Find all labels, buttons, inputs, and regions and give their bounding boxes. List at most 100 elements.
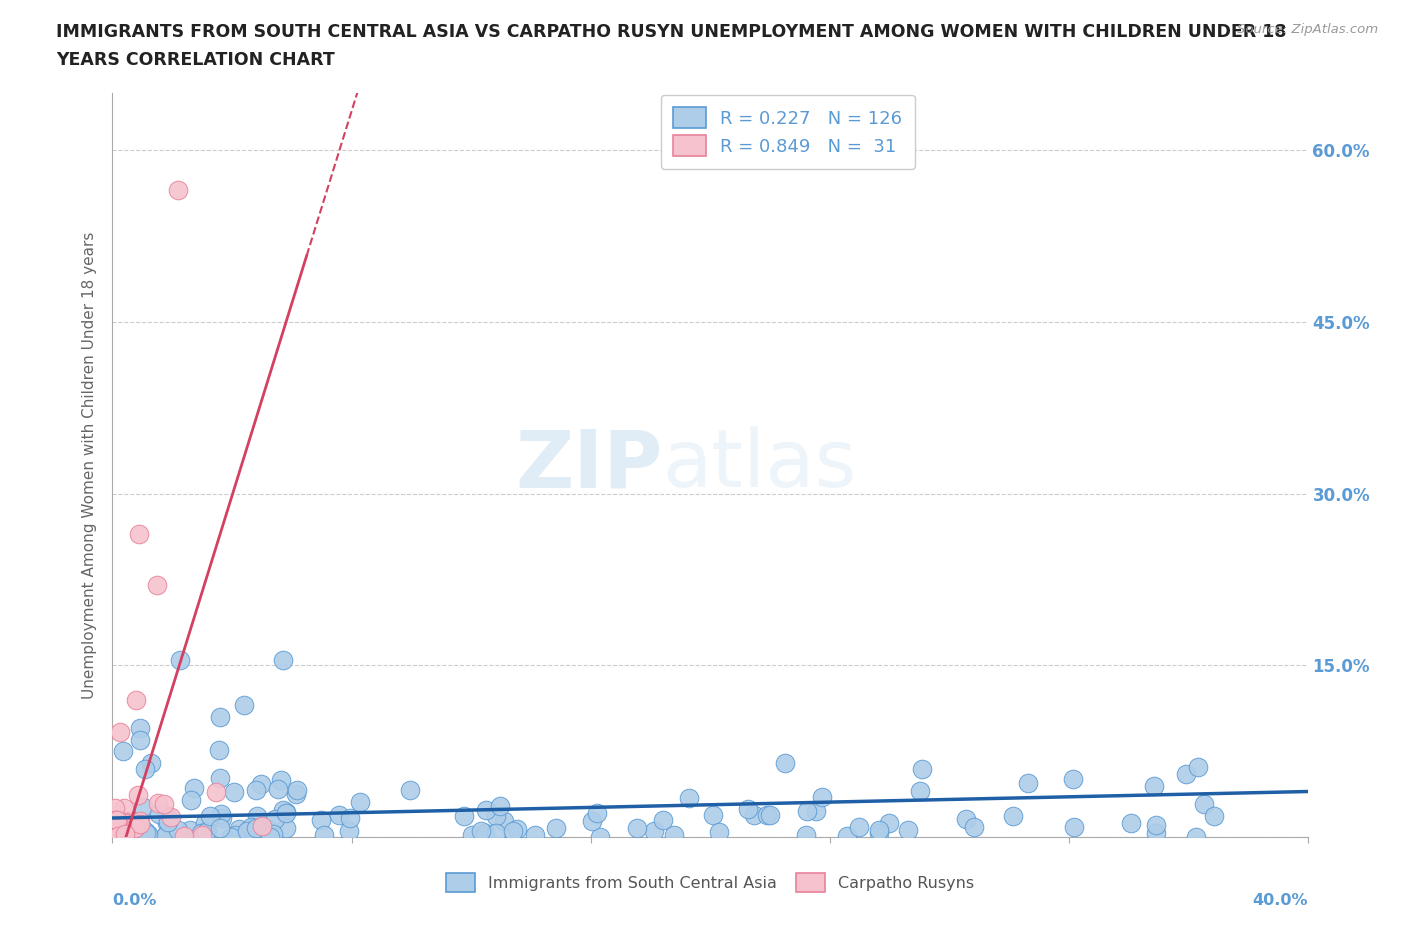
Point <box>114 827 136 842</box>
Point <box>1204 808 1226 823</box>
Point <box>169 652 191 667</box>
Point <box>796 804 818 818</box>
Point <box>276 804 298 819</box>
Point <box>194 824 217 839</box>
Point <box>911 762 934 777</box>
Point <box>132 800 155 815</box>
Point <box>125 692 148 707</box>
Point <box>1119 816 1142 830</box>
Point <box>129 732 152 747</box>
Point <box>643 824 665 839</box>
Point <box>1192 797 1215 812</box>
Text: ZIP: ZIP <box>515 426 662 504</box>
Point <box>794 828 817 843</box>
Point <box>1144 826 1167 841</box>
Point <box>1144 818 1167 833</box>
Point <box>124 820 146 835</box>
Point <box>157 815 180 830</box>
Point <box>245 782 267 797</box>
Point <box>156 816 179 830</box>
Point <box>128 526 150 541</box>
Text: 40.0%: 40.0% <box>1253 893 1308 908</box>
Point <box>470 823 492 838</box>
Point <box>835 829 858 844</box>
Point <box>250 820 273 835</box>
Point <box>111 827 134 842</box>
Point <box>759 807 782 822</box>
Point <box>245 821 267 836</box>
Point <box>124 817 146 832</box>
Point <box>152 797 174 812</box>
Point <box>211 810 233 825</box>
Point <box>209 806 232 821</box>
Point <box>167 823 190 838</box>
Point <box>963 819 986 834</box>
Point <box>205 785 228 800</box>
Point <box>124 821 146 836</box>
Point <box>868 825 890 840</box>
Point <box>955 812 977 827</box>
Point <box>148 806 170 821</box>
Point <box>285 783 308 798</box>
Point <box>271 803 294 817</box>
Point <box>160 810 183 825</box>
Point <box>136 827 159 842</box>
Point <box>1001 809 1024 824</box>
Point <box>173 829 195 844</box>
Point <box>118 814 141 829</box>
Point <box>707 824 730 839</box>
Point <box>773 755 796 770</box>
Point <box>399 783 422 798</box>
Point <box>195 822 218 837</box>
Point <box>485 809 508 824</box>
Point <box>626 820 648 835</box>
Point <box>104 801 127 816</box>
Point <box>208 742 231 757</box>
Point <box>209 771 232 786</box>
Point <box>474 826 496 841</box>
Point <box>208 710 231 724</box>
Point <box>460 828 482 843</box>
Point <box>309 813 332 828</box>
Point <box>523 827 546 842</box>
Point <box>1017 776 1039 790</box>
Point <box>183 780 205 795</box>
Point <box>105 813 128 828</box>
Point <box>180 792 202 807</box>
Text: atlas: atlas <box>662 426 856 504</box>
Point <box>897 823 920 838</box>
Point <box>228 821 250 836</box>
Point <box>105 815 128 830</box>
Point <box>108 829 131 844</box>
Point <box>877 816 900 830</box>
Point <box>581 813 603 828</box>
Point <box>242 824 264 839</box>
Point <box>274 820 297 835</box>
Point <box>1143 778 1166 793</box>
Point <box>337 824 360 839</box>
Point <box>110 826 132 841</box>
Point <box>256 821 278 836</box>
Point <box>744 808 766 823</box>
Y-axis label: Unemployment Among Women with Children Under 18 years: Unemployment Among Women with Children U… <box>82 232 97 698</box>
Point <box>190 825 212 840</box>
Point <box>156 809 179 824</box>
Point <box>1175 766 1198 781</box>
Point <box>250 777 273 791</box>
Point <box>200 808 222 823</box>
Point <box>264 811 287 826</box>
Point <box>167 183 190 198</box>
Point <box>153 829 176 844</box>
Point <box>105 815 128 830</box>
Point <box>868 822 890 837</box>
Point <box>134 762 156 777</box>
Point <box>267 782 290 797</box>
Point <box>276 805 298 820</box>
Legend: Immigrants from South Central Asia, Carpatho Rusyns: Immigrants from South Central Asia, Carp… <box>439 865 981 899</box>
Point <box>232 698 254 712</box>
Point <box>127 816 149 830</box>
Point <box>1187 760 1209 775</box>
Point <box>240 819 263 834</box>
Point <box>349 794 371 809</box>
Point <box>153 829 176 844</box>
